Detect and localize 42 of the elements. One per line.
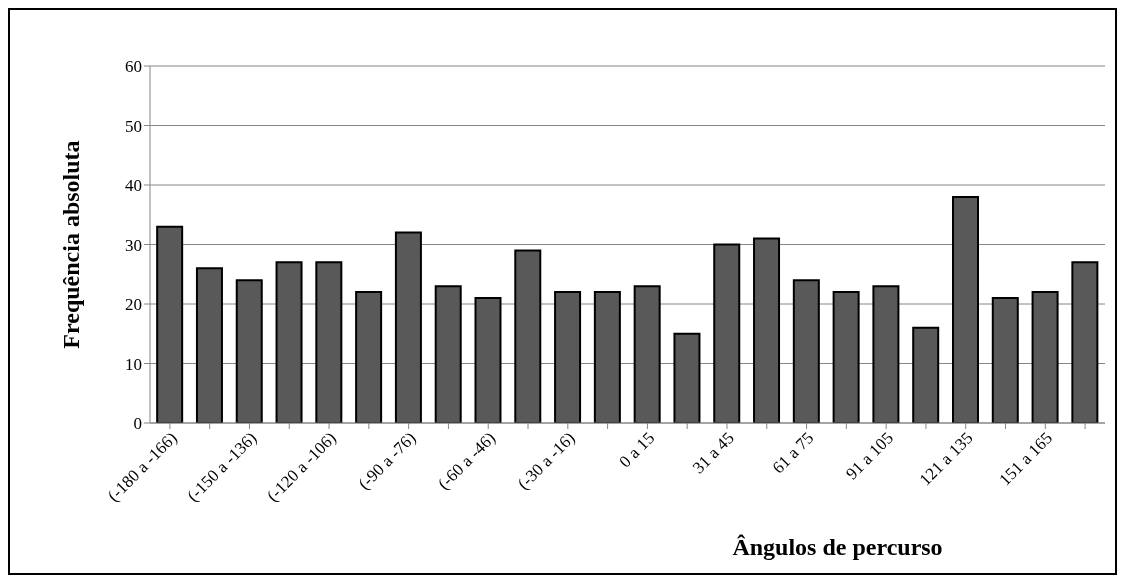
x-tick-label: 0 a 15 (615, 428, 659, 472)
bar (554, 291, 582, 423)
bar (514, 249, 542, 423)
bar (713, 243, 741, 423)
x-tick-label: (-60 a -46) (434, 428, 500, 494)
bar (235, 279, 263, 423)
bar (991, 297, 1019, 423)
bar (633, 285, 661, 423)
bar (952, 195, 979, 423)
bar (912, 326, 940, 423)
x-tick-label: 61 a 75 (768, 428, 818, 478)
bar (593, 291, 621, 423)
bar (673, 332, 701, 423)
x-tick-label: 121 a 135 (915, 428, 977, 490)
bar (156, 225, 184, 423)
bar (872, 285, 900, 423)
bar (474, 297, 502, 423)
bar (355, 291, 383, 423)
y-tick-label: 0 (133, 414, 142, 434)
y-tick-label: 40 (125, 176, 142, 196)
bar (434, 285, 462, 423)
bar (1071, 261, 1099, 423)
bar (195, 267, 223, 423)
bar (315, 261, 343, 423)
bar (753, 237, 781, 423)
y-tick-label: 60 (125, 57, 142, 77)
y-tick-label: 10 (125, 354, 142, 374)
x-axis-title: Ângulos de percurso (732, 534, 943, 560)
x-tick-label: 31 a 45 (688, 428, 738, 478)
y-tick-label: 30 (125, 235, 142, 255)
x-tick-label: 151 a 165 (995, 428, 1057, 490)
bar (832, 291, 860, 423)
x-tick-label: (-90 a -76) (354, 428, 420, 494)
y-tick-label: 20 (125, 295, 142, 315)
y-axis-title: Frequência absoluta (57, 140, 84, 349)
bar (394, 231, 422, 423)
bar (792, 279, 820, 423)
bar (1031, 291, 1059, 423)
bar (275, 261, 303, 423)
x-tick-label: 91 a 105 (842, 428, 897, 484)
y-tick-label: 50 (125, 116, 142, 136)
x-tick-label: (-30 a -16) (513, 428, 579, 494)
